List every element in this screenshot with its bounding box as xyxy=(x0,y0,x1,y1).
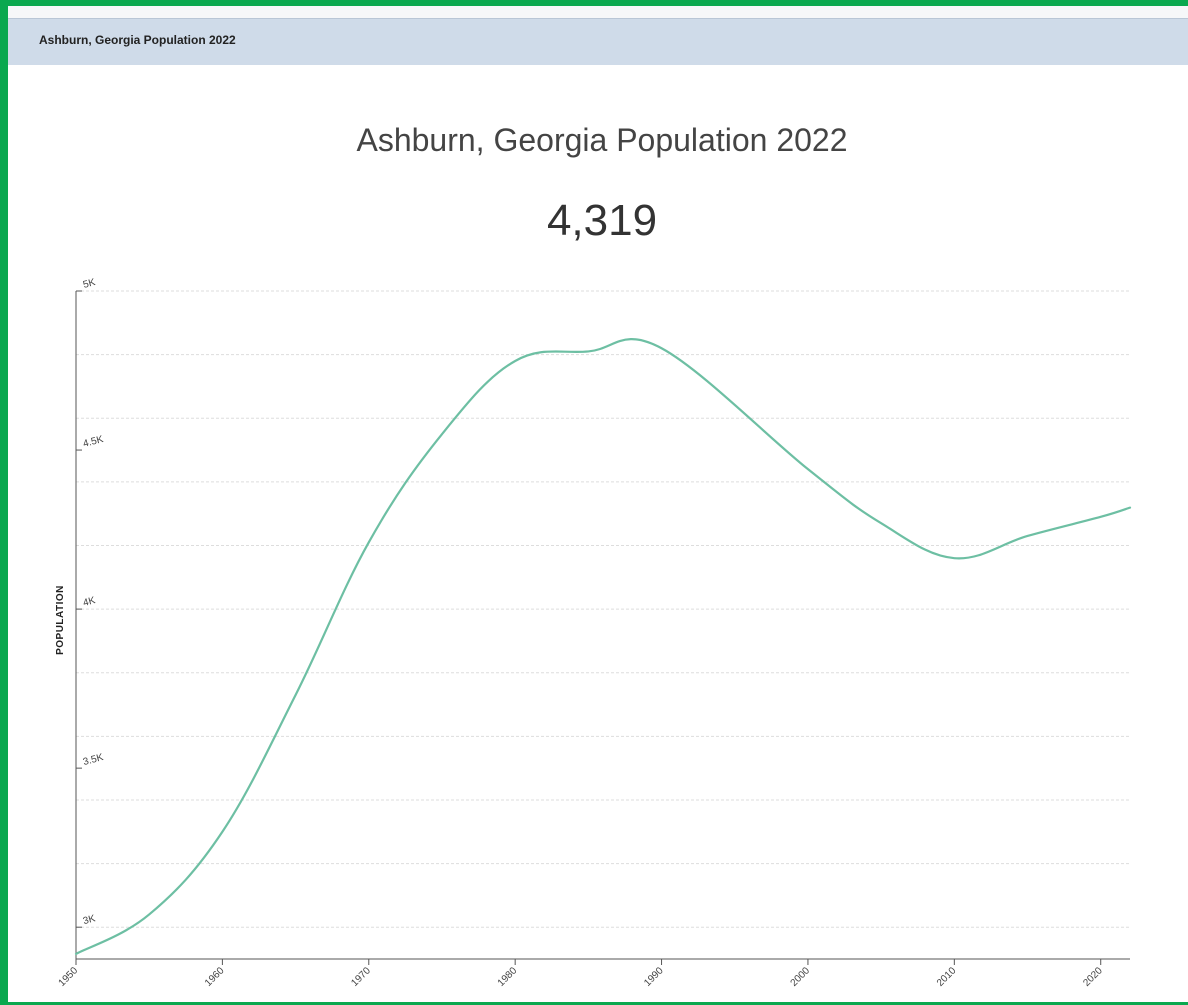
x-tick-label: 1950 xyxy=(57,965,81,989)
y-tick-label: 3K xyxy=(82,913,97,927)
x-tick-label: 1990 xyxy=(642,965,666,989)
header-bar: Ashburn, Georgia Population 2022 xyxy=(8,18,1188,65)
axis-layer: 3K 3.5K 4K 4.5K 5K 1950 1960 1970 1980 1990 2000 20… xyxy=(57,277,1130,989)
y-axis-label: POPULATION xyxy=(55,585,66,655)
header-title: Ashburn, Georgia Population 2022 xyxy=(39,33,236,47)
chart-highlight-value: 4,319 xyxy=(546,196,658,245)
x-tick-label: 2000 xyxy=(789,965,813,989)
top-strip xyxy=(8,6,1188,18)
y-tick-label: 4.5K xyxy=(82,434,105,450)
grid-layer xyxy=(76,290,1130,928)
x-tick-label: 1980 xyxy=(496,965,520,989)
x-tick-label: 1960 xyxy=(203,965,227,989)
y-tick-label: 5K xyxy=(82,277,97,291)
y-tick-label: 3.5K xyxy=(82,752,105,768)
x-tick-label: 1970 xyxy=(349,965,373,989)
series-layer xyxy=(74,338,1132,956)
population-line xyxy=(74,338,1132,956)
x-tick-label: 2010 xyxy=(935,965,959,989)
y-tick-label: 4K xyxy=(82,595,97,609)
x-tick-label: 2020 xyxy=(1081,965,1105,989)
chart-title: Ashburn, Georgia Population 2022 xyxy=(356,122,848,158)
